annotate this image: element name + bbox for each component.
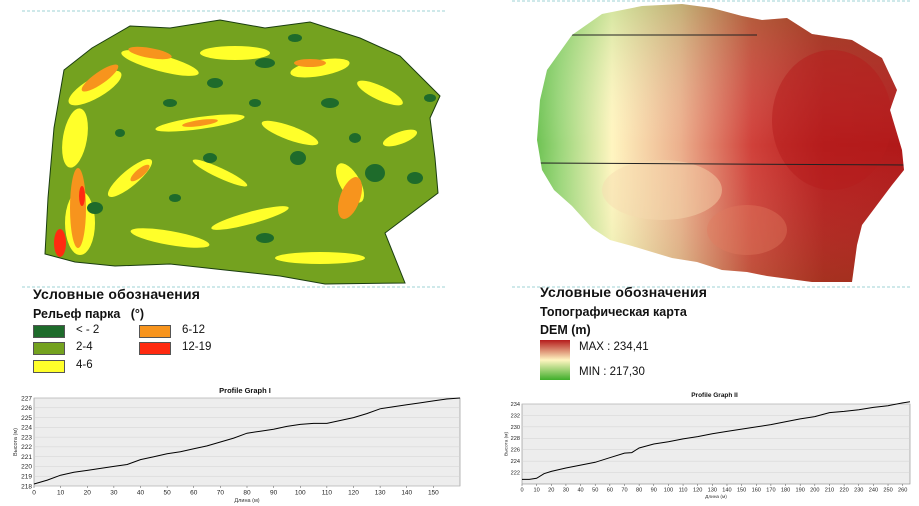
- y-axis-label: Высота (м): [503, 432, 509, 456]
- dem-min-label: MIN : 217,30: [579, 366, 645, 378]
- x-tick-label: 170: [766, 488, 775, 494]
- x-tick-label: 140: [722, 488, 731, 494]
- x-tick-label: 0: [520, 488, 523, 494]
- y-tick-label: 220: [21, 464, 32, 471]
- x-tick-label: 140: [401, 490, 412, 497]
- y-tick-label: 224: [511, 459, 520, 465]
- dem-legend-heading: Условные обозначения: [540, 284, 708, 300]
- legend-label-slope-4-6: 4-6: [76, 359, 93, 371]
- legend-swatch-slope-6-12: [139, 325, 171, 338]
- y-tick-label: 228: [511, 436, 520, 442]
- plot-area: [521, 403, 911, 485]
- x-tick-label: 110: [679, 488, 688, 494]
- x-tick-label: 80: [243, 490, 251, 497]
- profile-graph-2-title: Profile Graph II: [691, 392, 738, 399]
- x-tick-label: 90: [651, 488, 657, 494]
- plot-area: [33, 397, 461, 487]
- profile-graph-1-title: Profile Graph I: [219, 386, 271, 395]
- x-tick-label: 160: [752, 488, 761, 494]
- x-tick-label: 250: [883, 488, 892, 494]
- y-tick-label: 219: [21, 473, 32, 480]
- y-tick-label: 230: [511, 425, 520, 431]
- x-tick-label: 100: [295, 490, 306, 497]
- x-tick-label: 10: [534, 488, 540, 494]
- y-tick-label: 222: [511, 471, 520, 477]
- x-tick-label: 70: [621, 488, 627, 494]
- x-tick-label: 180: [781, 488, 790, 494]
- legend-swatch-slope-lt2: [33, 325, 65, 338]
- x-tick-label: 90: [270, 490, 278, 497]
- x-tick-label: 190: [796, 488, 805, 494]
- x-axis-label: Длина (м): [234, 498, 259, 504]
- slope-legend-title: Рельеф парка (°): [33, 307, 145, 321]
- x-tick-label: 20: [548, 488, 554, 494]
- x-tick-label: 0: [32, 490, 36, 497]
- x-tick-label: 150: [428, 490, 439, 497]
- x-tick-label: 260: [898, 488, 907, 494]
- y-tick-label: 226: [21, 405, 32, 412]
- y-tick-label: 234: [511, 402, 520, 408]
- dem-legend-unit: DEM (m): [540, 323, 591, 337]
- x-tick-label: 120: [693, 488, 702, 494]
- x-tick-label: 230: [854, 488, 863, 494]
- x-tick-label: 20: [84, 490, 92, 497]
- y-tick-label: 221: [21, 454, 32, 461]
- y-tick-label: 227: [21, 395, 32, 402]
- y-tick-label: 223: [21, 434, 32, 441]
- profile-graph-2: 222 224 226 228 230 232 234 0 10 20 30 40 50 60 70 80 90…: [503, 401, 911, 500]
- slope-legend-heading: Условные обозначения: [33, 286, 201, 302]
- y-tick-label: 225: [21, 415, 32, 422]
- y-tick-label: 226: [511, 448, 520, 454]
- x-tick-label: 10: [57, 490, 65, 497]
- legend-label-slope-6-12: 6-12: [182, 324, 206, 336]
- x-tick-label: 130: [375, 490, 386, 497]
- x-tick-label: 50: [592, 488, 598, 494]
- profile-line: [522, 401, 911, 480]
- legend-label-slope-lt2: < - 2: [76, 324, 100, 336]
- x-tick-label: 150: [737, 488, 746, 494]
- legend-label-slope-12-19: 12-19: [182, 341, 212, 353]
- x-tick-label: 120: [348, 490, 359, 497]
- profile-graph-1: 218 219 220 221 222 223 224 225 226 227 0 10 20 30 40 5…: [13, 395, 461, 504]
- x-tick-label: 80: [636, 488, 642, 494]
- y-tick-label: 232: [511, 413, 520, 419]
- dem-max-label: MAX : 234,41: [579, 341, 649, 353]
- x-tick-label: 240: [869, 488, 878, 494]
- x-tick-label: 200: [810, 488, 819, 494]
- legend-swatch-slope-2-4: [33, 342, 65, 355]
- x-tick-label: 40: [137, 490, 145, 497]
- x-axis-label: Длина (м): [705, 494, 727, 500]
- x-tick-label: 30: [563, 488, 569, 494]
- slope-map: [22, 10, 445, 288]
- dem-map: [512, 0, 910, 288]
- legend-swatch-slope-12-19: [139, 342, 171, 355]
- dem-color-ramp: [540, 340, 570, 380]
- x-tick-label: 130: [708, 488, 717, 494]
- profile-line: [33, 397, 461, 485]
- x-tick-label: 70: [217, 490, 225, 497]
- x-tick-label: 220: [839, 488, 848, 494]
- x-tick-label: 110: [322, 490, 333, 497]
- x-tick-label: 50: [164, 490, 172, 497]
- x-tick-label: 100: [664, 488, 673, 494]
- legend-swatch-slope-4-6: [33, 360, 65, 373]
- y-axis-label: Высота (м): [13, 428, 19, 456]
- x-tick-label: 210: [825, 488, 834, 494]
- x-tick-label: 40: [577, 488, 583, 494]
- y-tick-label: 218: [21, 483, 32, 490]
- x-tick-label: 60: [190, 490, 198, 497]
- x-tick-label: 60: [607, 488, 613, 494]
- legend-label-slope-2-4: 2-4: [76, 341, 93, 353]
- x-tick-label: 30: [110, 490, 118, 497]
- y-tick-label: 224: [21, 425, 32, 432]
- y-tick-label: 222: [21, 444, 32, 451]
- dem-legend-title: Топографическая карта: [540, 305, 687, 319]
